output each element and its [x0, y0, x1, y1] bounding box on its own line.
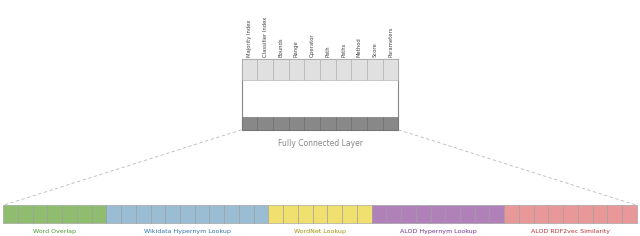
Bar	[47, 205, 62, 223]
Bar	[298, 205, 312, 223]
Bar	[320, 59, 335, 80]
Bar	[416, 205, 431, 223]
Bar	[328, 205, 342, 223]
Text: Bounds: Bounds	[278, 38, 284, 57]
Bar	[534, 205, 548, 223]
Bar	[165, 205, 180, 223]
Text: Method: Method	[356, 37, 362, 57]
Bar	[224, 205, 239, 223]
Bar	[305, 117, 320, 130]
Bar	[351, 59, 367, 80]
Bar	[578, 205, 593, 223]
Text: Paths: Paths	[341, 43, 346, 57]
Bar	[283, 205, 298, 223]
Bar	[607, 205, 622, 223]
Bar	[548, 205, 563, 223]
Bar	[367, 59, 383, 80]
Bar	[289, 59, 305, 80]
Bar	[273, 117, 289, 130]
Text: Majority Index: Majority Index	[247, 20, 252, 57]
Bar	[342, 205, 357, 223]
Bar	[335, 59, 351, 80]
Text: Word Overlap: Word Overlap	[33, 229, 76, 234]
Bar	[383, 59, 398, 80]
Bar	[33, 205, 47, 223]
Bar	[18, 205, 33, 223]
Bar	[77, 205, 92, 223]
Bar	[195, 205, 209, 223]
Bar	[242, 59, 398, 130]
Bar	[268, 205, 283, 223]
Bar	[3, 205, 18, 223]
Bar	[519, 205, 534, 223]
Bar	[289, 117, 305, 130]
Bar	[106, 205, 121, 223]
Bar	[209, 205, 224, 223]
Bar	[445, 205, 460, 223]
Bar	[431, 205, 445, 223]
Bar	[136, 205, 150, 223]
Bar	[312, 205, 328, 223]
Bar	[62, 205, 77, 223]
Bar	[320, 117, 335, 130]
Text: WordNet Lookup: WordNet Lookup	[294, 229, 346, 234]
Bar	[121, 205, 136, 223]
Bar	[504, 205, 519, 223]
Text: Wikidata Hypernym Lookup: Wikidata Hypernym Lookup	[144, 229, 231, 234]
Bar	[253, 205, 268, 223]
Bar	[593, 205, 607, 223]
Text: ALOD RDF2vec Similarity: ALOD RDF2vec Similarity	[531, 229, 610, 234]
Bar	[351, 117, 367, 130]
Bar	[273, 59, 289, 80]
Bar	[150, 205, 165, 223]
Bar	[92, 205, 106, 223]
Bar	[387, 205, 401, 223]
Bar	[242, 59, 257, 80]
Bar	[372, 205, 387, 223]
Text: Range: Range	[294, 40, 299, 57]
Text: Operator: Operator	[310, 34, 315, 57]
Text: Path: Path	[325, 46, 330, 57]
Bar	[357, 205, 372, 223]
Text: Fully Connected Layer: Fully Connected Layer	[278, 139, 362, 148]
Bar	[367, 117, 383, 130]
Text: Score: Score	[372, 42, 378, 57]
Bar	[475, 205, 490, 223]
Bar	[335, 117, 351, 130]
Bar	[257, 59, 273, 80]
Bar	[180, 205, 195, 223]
Bar	[383, 117, 398, 130]
Bar	[239, 205, 253, 223]
Bar	[401, 205, 416, 223]
Text: Classifier Index: Classifier Index	[262, 17, 268, 57]
Bar	[305, 59, 320, 80]
Bar	[257, 117, 273, 130]
Bar	[490, 205, 504, 223]
Text: Parameters: Parameters	[388, 27, 393, 57]
Bar	[563, 205, 578, 223]
Bar	[460, 205, 475, 223]
Bar	[242, 117, 257, 130]
Text: ALOD Hypernym Lookup: ALOD Hypernym Lookup	[399, 229, 476, 234]
Bar	[622, 205, 637, 223]
